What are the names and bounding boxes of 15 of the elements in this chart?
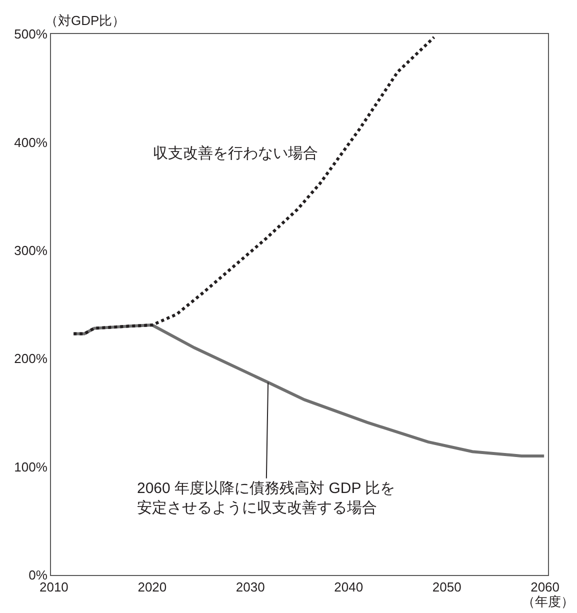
x-tick-label: 2020 [138, 580, 167, 595]
y-tick-label: 200% [14, 351, 48, 366]
line-series [72, 36, 436, 336]
y-tick-label: 100% [14, 459, 48, 474]
y-tick-label: 500% [14, 26, 48, 42]
y-axis-title: （対GDP比） [45, 13, 126, 28]
y-tick-label: 300% [14, 242, 48, 258]
text: 2060 年度以降に債務残高対 GDP 比を安定させるように収支改善する場合 [137, 480, 396, 516]
x-tick-label: 2040 [334, 580, 364, 595]
x-tick-label: 2050 [432, 580, 462, 595]
y-tick-label: 400% [14, 134, 48, 150]
x-tick-label: 2060 [530, 580, 560, 595]
x-tick-label: 2030 [236, 580, 265, 595]
series-label: 収支改善を行わない場合 [153, 145, 318, 162]
x-axis-title: （年度） [522, 594, 574, 609]
